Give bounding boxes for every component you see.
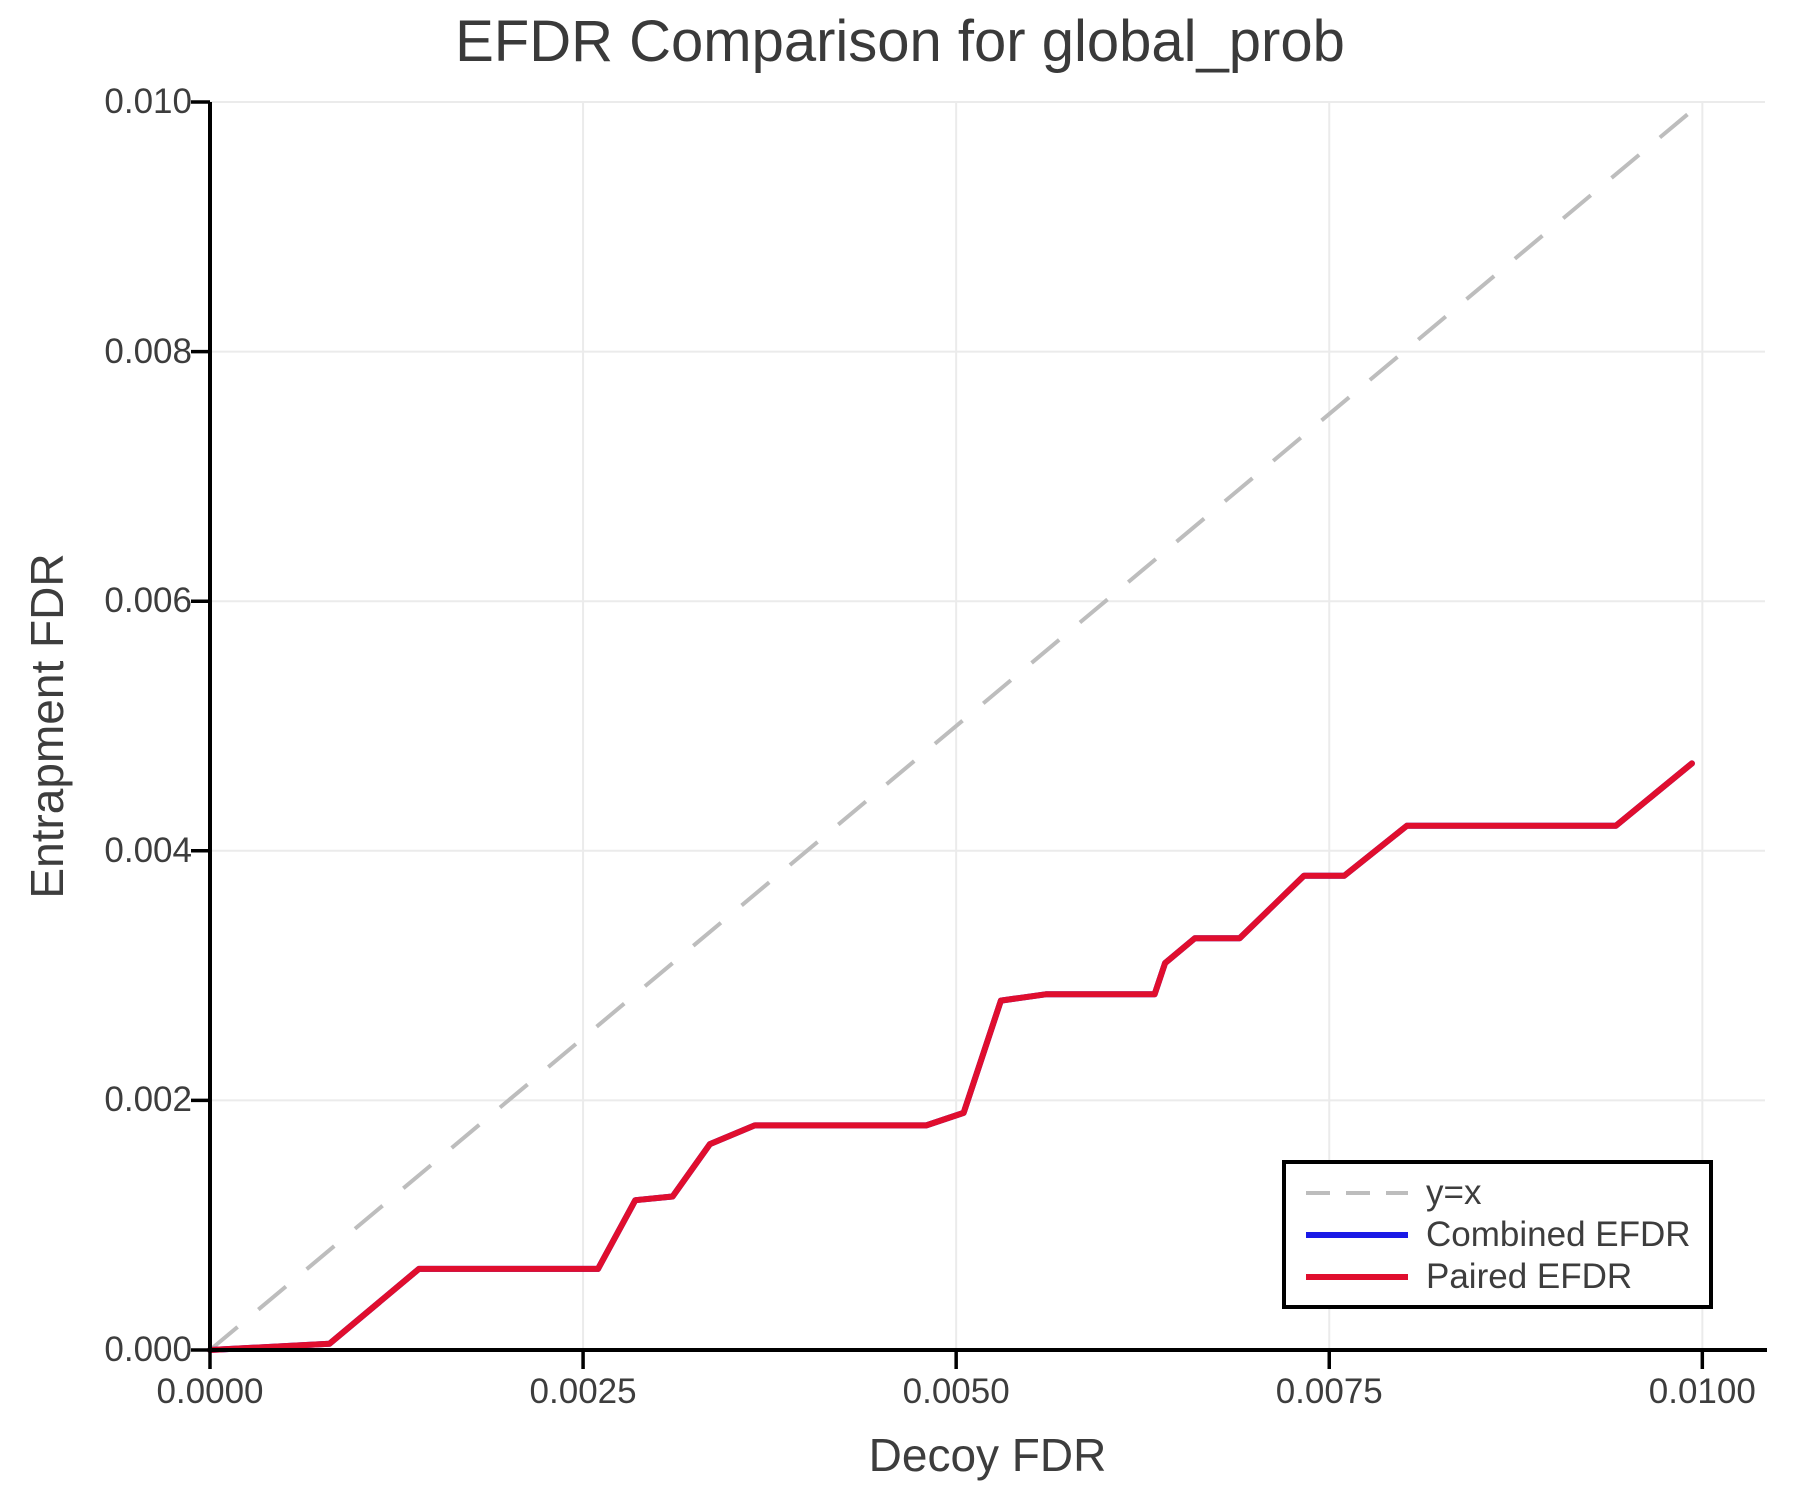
y-tick-label: 0.006 [104, 581, 192, 621]
legend-label: Combined EFDR [1426, 1214, 1691, 1254]
legend-item-paired-efdr: Paired EFDR [1304, 1257, 1709, 1297]
series-line-paired-efdr [207, 760, 1695, 1353]
legend-line-red-icon [1306, 1273, 1408, 1280]
y-tick-label: 0.002 [104, 1080, 192, 1120]
x-tick-label: 0.0100 [1648, 1372, 1756, 1411]
legend-item-y-equals-x: y=x [1304, 1173, 1709, 1213]
y-tick-label: 0.010 [104, 82, 192, 121]
legend-line-dashed-icon [1306, 1190, 1408, 1195]
y-tick-label: 0.000 [104, 1330, 192, 1369]
legend-line-blue-icon [1306, 1231, 1408, 1238]
chart-title: EFDR Comparison for global_prob [455, 9, 1345, 74]
legend: y=x Combined EFDR Paired EFDR [1282, 1160, 1713, 1309]
x-tick-label: 0.0075 [1275, 1372, 1383, 1411]
legend-item-combined-efdr: Combined EFDR [1304, 1215, 1709, 1255]
legend-label: y=x [1426, 1172, 1482, 1212]
y-axis-label: Entrapment FDR [21, 553, 73, 899]
x-tick-label: 0.0025 [529, 1372, 637, 1411]
series-line-y-x [208, 106, 1697, 1352]
x-axis-label: Decoy FDR [868, 1429, 1107, 1481]
legend-label: Paired EFDR [1426, 1256, 1633, 1296]
y-tick-label: 0.008 [104, 331, 192, 371]
x-tick-label: 0.0050 [902, 1372, 1010, 1411]
y-tick-label: 0.004 [104, 830, 192, 870]
x-tick-label: 0.0000 [156, 1372, 264, 1411]
